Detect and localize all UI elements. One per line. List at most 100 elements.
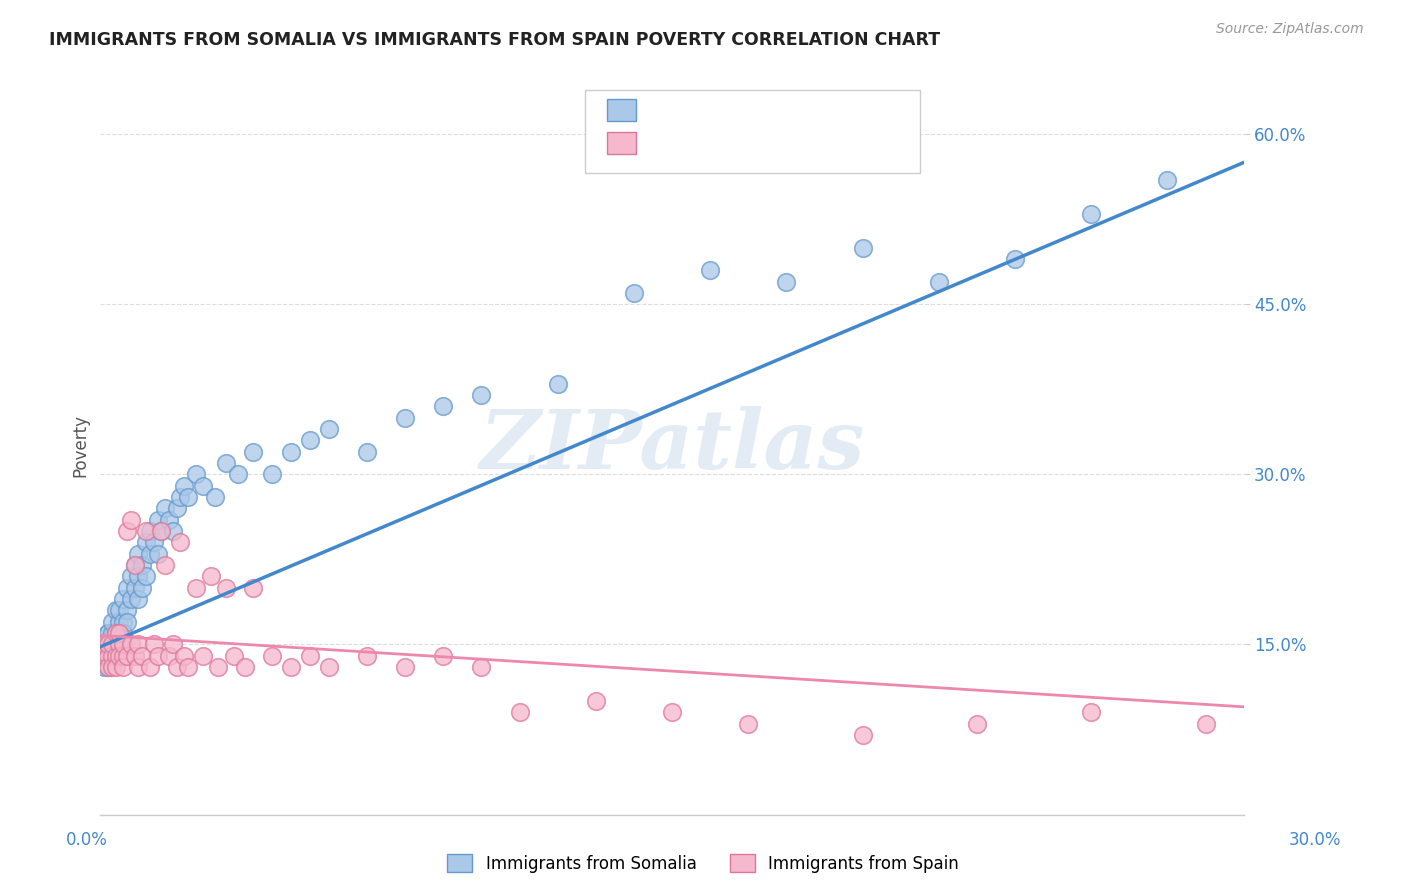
Point (112, 626, 135, 640)
Point (115, 524, 138, 538)
Point (97, 660, 120, 674)
Point (115, 648, 138, 663)
Point (93, 637, 115, 651)
Point (1080, 706, 1102, 720)
Point (1156, 172, 1178, 186)
Point (242, 581, 264, 595)
Point (108, 626, 131, 640)
Point (298, 434, 321, 448)
Point (124, 581, 146, 595)
Point (318, 660, 340, 674)
Point (97, 660, 120, 674)
Point (394, 660, 416, 674)
Point (1309, 728, 1331, 742)
Point (120, 592, 142, 607)
Point (153, 558, 176, 572)
Point (97, 637, 120, 651)
Text: ZIPatlas: ZIPatlas (479, 406, 865, 486)
Point (120, 569, 142, 583)
Legend: Immigrants from Somalia, Immigrants from Spain: Immigrants from Somalia, Immigrants from… (440, 847, 966, 880)
Point (93, 648, 115, 663)
Point (623, 285, 645, 300)
Point (184, 467, 207, 482)
Point (104, 660, 127, 674)
Point (131, 581, 153, 595)
Point (112, 615, 135, 629)
Point (242, 444, 264, 458)
Y-axis label: Poverty: Poverty (72, 415, 89, 477)
Point (97, 626, 120, 640)
Point (108, 648, 131, 663)
Point (135, 535, 157, 549)
Point (585, 694, 607, 708)
Point (1194, 716, 1216, 731)
Point (356, 444, 378, 458)
Point (215, 456, 238, 470)
Point (127, 592, 149, 607)
Point (1080, 206, 1102, 220)
Point (124, 558, 146, 572)
Point (226, 467, 249, 482)
Point (101, 637, 124, 651)
Point (101, 660, 124, 674)
Point (166, 501, 188, 516)
Point (157, 648, 180, 663)
Point (101, 615, 124, 629)
Point (146, 648, 169, 663)
Point (101, 648, 124, 663)
Point (470, 388, 492, 402)
Point (101, 637, 124, 651)
Point (222, 648, 245, 663)
Point (108, 637, 131, 651)
Point (104, 603, 127, 617)
Point (280, 444, 302, 458)
Point (1004, 252, 1026, 266)
Point (470, 660, 492, 674)
Point (97, 626, 120, 640)
Point (509, 706, 531, 720)
Point (184, 581, 207, 595)
Text: R =  0.608   N = 74: R = 0.608 N = 74 (647, 101, 838, 119)
Point (127, 637, 149, 651)
Point (127, 547, 149, 561)
Point (150, 524, 173, 538)
Point (966, 716, 988, 731)
Point (101, 648, 124, 663)
Point (139, 660, 162, 674)
Point (127, 660, 149, 674)
Point (162, 637, 184, 651)
Point (120, 513, 142, 527)
Point (115, 603, 138, 617)
Point (204, 490, 226, 504)
Point (547, 376, 569, 391)
Point (93, 660, 115, 674)
Point (124, 648, 146, 663)
Point (127, 569, 149, 583)
Point (661, 706, 683, 720)
Point (131, 648, 153, 663)
Point (432, 648, 454, 663)
Point (115, 615, 138, 629)
Point (280, 660, 302, 674)
Point (104, 648, 127, 663)
Point (928, 275, 950, 289)
Point (104, 626, 127, 640)
Point (108, 637, 131, 651)
Point (699, 263, 721, 277)
Point (177, 490, 200, 504)
Point (852, 241, 875, 255)
Point (775, 275, 797, 289)
Point (120, 637, 142, 651)
Point (193, 478, 215, 492)
Point (97, 648, 120, 663)
Point (104, 648, 127, 663)
Point (173, 648, 195, 663)
Point (169, 535, 191, 549)
Point (139, 547, 162, 561)
Point (142, 637, 165, 651)
Point (162, 524, 184, 538)
Point (108, 603, 131, 617)
Point (93, 637, 115, 651)
Point (177, 660, 200, 674)
Point (260, 648, 283, 663)
